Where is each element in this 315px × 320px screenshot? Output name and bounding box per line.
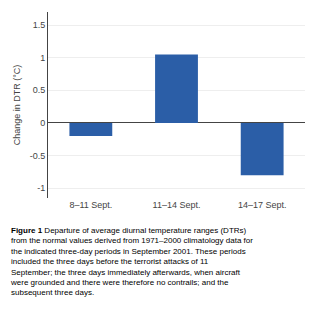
svg-text:11–14 Sept.: 11–14 Sept.: [153, 200, 201, 210]
svg-text:1: 1: [40, 53, 45, 63]
svg-text:1.5: 1.5: [33, 20, 46, 30]
svg-text:0.5: 0.5: [33, 85, 46, 95]
svg-text:0: 0: [40, 118, 45, 128]
svg-text:-1: -1: [37, 183, 45, 193]
svg-text:Figure 1 Departure of average: Figure 1 Departure of average diurnal te…: [10, 226, 253, 297]
svg-text:8–11 Sept.: 8–11 Sept.: [69, 200, 112, 210]
svg-text:Change in DTR (°C): Change in DTR (°C): [12, 65, 22, 146]
svg-text:-0.5: -0.5: [30, 151, 46, 161]
svg-text:14–17 Sept.: 14–17 Sept.: [238, 200, 287, 210]
